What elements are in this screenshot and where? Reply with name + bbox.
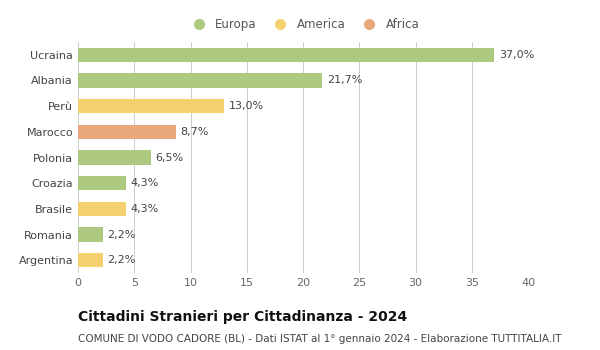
Text: 4,3%: 4,3% bbox=[131, 204, 159, 214]
Text: 6,5%: 6,5% bbox=[155, 153, 184, 162]
Text: 2,2%: 2,2% bbox=[107, 255, 136, 265]
Text: 4,3%: 4,3% bbox=[131, 178, 159, 188]
Text: 2,2%: 2,2% bbox=[107, 230, 136, 239]
Bar bbox=[78, 253, 103, 267]
Bar bbox=[78, 74, 322, 88]
Text: 8,7%: 8,7% bbox=[181, 127, 209, 137]
Text: 37,0%: 37,0% bbox=[499, 50, 534, 60]
Text: Cittadini Stranieri per Cittadinanza - 2024: Cittadini Stranieri per Cittadinanza - 2… bbox=[78, 310, 407, 324]
Text: 21,7%: 21,7% bbox=[326, 76, 362, 85]
Text: COMUNE DI VODO CADORE (BL) - Dati ISTAT al 1° gennaio 2024 - Elaborazione TUTTIT: COMUNE DI VODO CADORE (BL) - Dati ISTAT … bbox=[78, 334, 562, 344]
Bar bbox=[78, 228, 103, 241]
Bar bbox=[78, 150, 151, 164]
Legend: Europa, America, Africa: Europa, America, Africa bbox=[182, 13, 424, 36]
Text: 13,0%: 13,0% bbox=[229, 101, 264, 111]
Bar bbox=[78, 202, 127, 216]
Bar bbox=[78, 99, 224, 113]
Bar bbox=[78, 48, 494, 62]
Bar bbox=[78, 125, 176, 139]
Bar bbox=[78, 176, 127, 190]
